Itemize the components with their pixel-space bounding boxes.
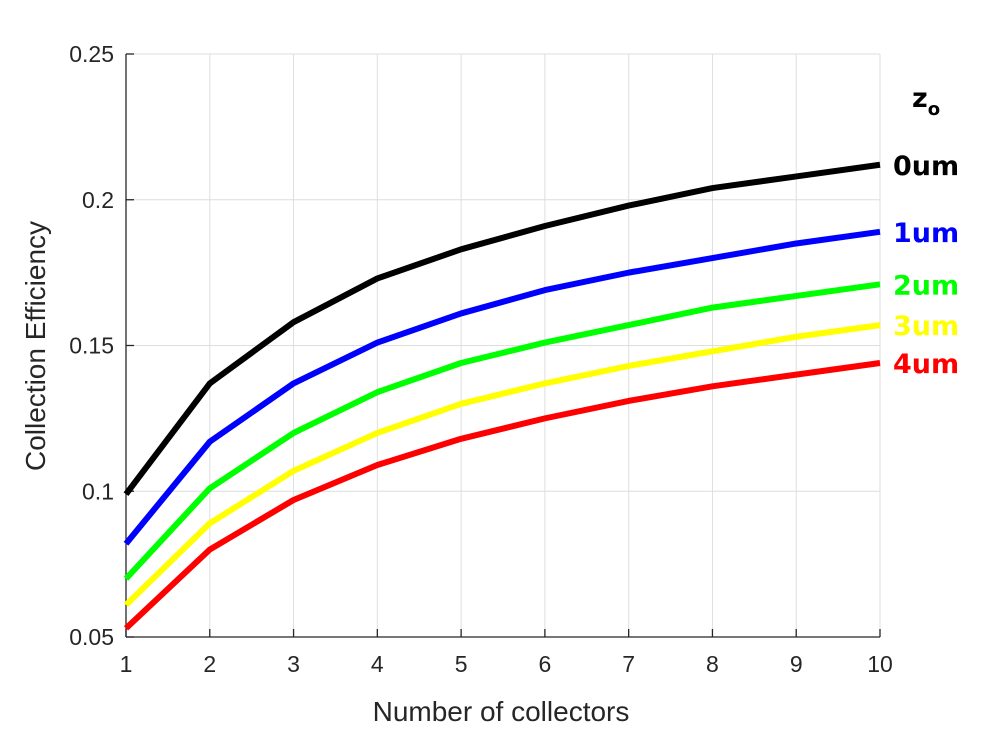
x-tick-label: 4	[371, 651, 384, 677]
series-label-2um: 2um	[893, 270, 959, 301]
series-label-0um: 0um	[893, 151, 959, 182]
series-line-0um	[123, 161, 881, 496]
y-tick-label: 0.25	[69, 41, 114, 67]
x-tick-label: 1	[120, 651, 133, 677]
series-labels: 0um 1um 2um 3um 4um	[893, 151, 959, 380]
x-tick-label: 8	[706, 651, 719, 677]
series-label-4um: 4um	[893, 349, 959, 380]
series-line-1um	[123, 228, 881, 546]
y-axis-label: Collection Efficiency	[20, 221, 51, 471]
x-axis-label: Number of collectors	[373, 696, 630, 727]
series-line-4um	[123, 360, 881, 631]
y-tick-label: 0.1	[82, 478, 114, 504]
series-label-3um: 3um	[893, 311, 959, 342]
y-tick-label: 0.15	[69, 333, 114, 359]
series-label-1um: 1um	[893, 218, 959, 249]
y-tick-label: 0.05	[69, 624, 114, 650]
x-tick-labels: 1 2 3 4 5 6 7 8 9 10	[120, 651, 893, 677]
x-tick-label: 7	[622, 651, 635, 677]
x-tick-label: 5	[455, 651, 468, 677]
x-tick-label: 6	[538, 651, 551, 677]
x-tick-label: 3	[287, 651, 300, 677]
series-line-3um	[123, 322, 881, 608]
grid	[125, 53, 881, 638]
series-line-2um	[123, 281, 881, 581]
series-lines	[123, 161, 881, 631]
y-tick-labels: 0.05 0.1 0.15 0.2 0.25	[69, 41, 114, 650]
legend-title-subscript: o	[928, 99, 940, 120]
legend-title-main: z	[912, 83, 928, 114]
legend-title: zo	[912, 83, 940, 120]
x-tick-label: 10	[867, 651, 893, 677]
y-tick-label: 0.2	[82, 187, 114, 213]
x-tick-label: 2	[203, 651, 216, 677]
x-tick-label: 9	[790, 651, 803, 677]
